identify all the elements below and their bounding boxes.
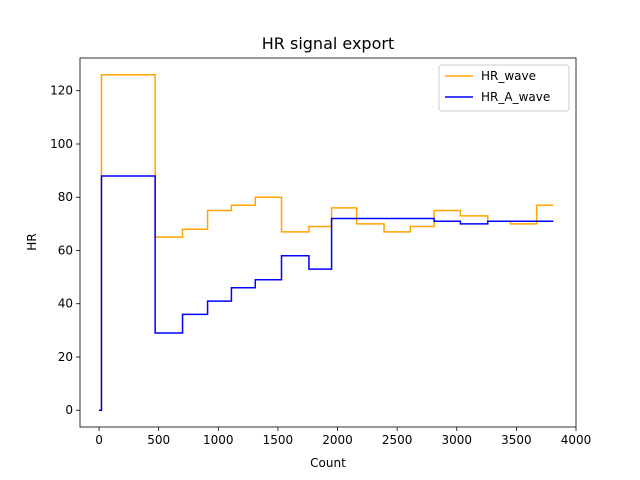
x-tick-label: 2000 (322, 433, 353, 447)
y-tick-label: 120 (50, 84, 73, 98)
legend-label-1: HR_A_wave (481, 90, 550, 104)
y-tick-label: 60 (58, 243, 73, 257)
legend-label-0: HR_wave (481, 69, 536, 83)
legend: HR_wave HR_A_wave (438, 64, 570, 112)
chart-title: HR signal export (262, 34, 394, 53)
x-tick-label: 2500 (382, 433, 413, 447)
x-axis-ticks: 0 500 1000 1500 2000 2500 3000 3500 4000 (95, 427, 591, 447)
y-tick-label: 100 (50, 137, 73, 151)
x-tick-label: 500 (147, 433, 170, 447)
x-tick-label: 3500 (501, 433, 532, 447)
y-tick-label: 80 (58, 190, 73, 204)
y-tick-label: 20 (58, 350, 73, 364)
x-axis-label: Count (310, 456, 346, 470)
x-tick-label: 1500 (263, 433, 294, 447)
x-tick-label: 1000 (203, 433, 234, 447)
series-line-0 (99, 74, 554, 411)
y-axis-label: HR (25, 233, 39, 250)
y-tick-label: 0 (65, 403, 73, 417)
x-tick-label: 3000 (441, 433, 472, 447)
y-axis-ticks: 0 20 40 60 80 100 120 (50, 84, 80, 417)
series-line-1 (99, 175, 554, 411)
plot-series (99, 74, 554, 411)
x-tick-label: 4000 (561, 433, 592, 447)
y-tick-label: 40 (58, 297, 73, 311)
x-tick-label: 0 (95, 433, 103, 447)
plot-area-frame (79, 57, 577, 428)
